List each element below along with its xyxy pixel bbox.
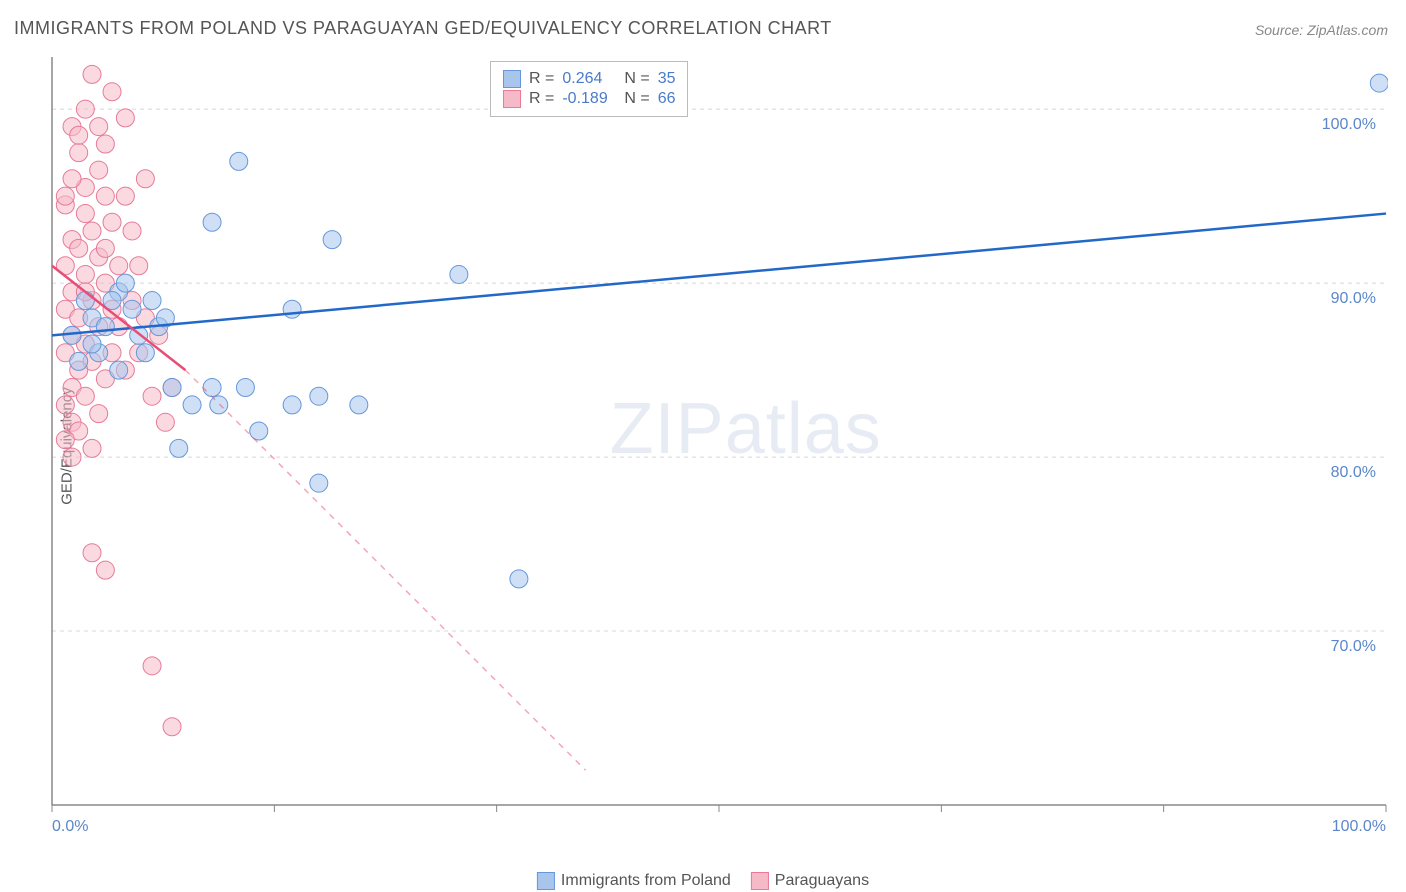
r-value-1: 0.264 xyxy=(562,70,616,88)
n-label-2: N = xyxy=(624,90,649,108)
n-label-1: N = xyxy=(624,70,649,88)
r-label-2: R = xyxy=(529,90,554,108)
chart-area: 70.0% 80.0% 90.0% 100.0% 0.0% 100.0% R = 0.26… xyxy=(50,55,1388,835)
bottom-label-series2: Paraguayans xyxy=(775,872,869,890)
svg-text:0.0%: 0.0% xyxy=(52,818,88,835)
bottom-swatch-series2 xyxy=(751,872,769,890)
svg-text:70.0%: 70.0% xyxy=(1331,638,1376,655)
r-value-2: -0.189 xyxy=(562,90,616,108)
scatter-chart: 70.0% 80.0% 90.0% 100.0% 0.0% 100.0% xyxy=(50,55,1388,835)
n-value-1: 35 xyxy=(658,70,676,88)
stats-legend: R = 0.264 N = 35 R = -0.189 N = 66 xyxy=(490,61,688,117)
bottom-legend: Immigrants from Poland Paraguayans xyxy=(537,872,869,890)
source-label: Source: ZipAtlas.com xyxy=(1255,22,1388,38)
svg-text:90.0%: 90.0% xyxy=(1331,290,1376,307)
svg-text:80.0%: 80.0% xyxy=(1331,464,1376,481)
legend-swatch-series1 xyxy=(503,70,521,88)
bottom-label-series1: Immigrants from Poland xyxy=(561,872,731,890)
r-label-1: R = xyxy=(529,70,554,88)
legend-swatch-series2 xyxy=(503,90,521,108)
svg-text:100.0%: 100.0% xyxy=(1322,116,1376,133)
svg-text:100.0%: 100.0% xyxy=(1332,818,1386,835)
bottom-swatch-series1 xyxy=(537,872,555,890)
n-value-2: 66 xyxy=(658,90,676,108)
chart-title: IMMIGRANTS FROM POLAND VS PARAGUAYAN GED… xyxy=(14,18,832,39)
